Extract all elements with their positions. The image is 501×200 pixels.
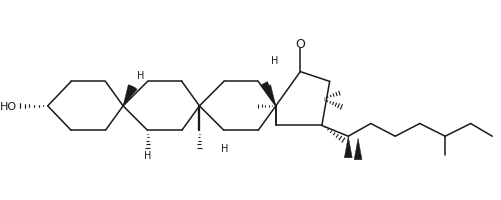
Polygon shape [353,138,361,160]
Text: H: H [221,143,228,153]
Text: H: H [144,150,151,160]
Text: H: H [271,56,278,66]
Polygon shape [123,86,137,106]
Text: O: O [295,38,305,50]
Polygon shape [260,82,275,106]
Text: H: H [137,70,144,80]
Polygon shape [344,137,352,158]
Text: HO: HO [0,101,18,111]
Polygon shape [123,85,135,106]
Polygon shape [263,85,275,106]
